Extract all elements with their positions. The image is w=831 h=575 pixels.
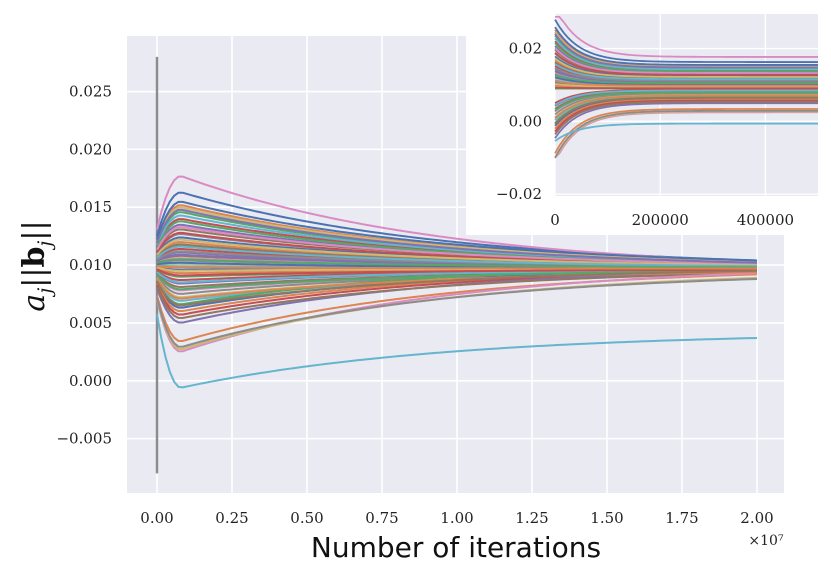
main-y-tick-labels: −0.005 0.000 0.005 0.010 0.015 0.020 0.025 bbox=[56, 83, 112, 448]
inset-series-line-s42 bbox=[554, 26, 818, 66]
inset-series-line-s1 bbox=[554, 19, 818, 63]
series-line-s36 bbox=[156, 272, 758, 319]
inset-series-line-s50 bbox=[554, 94, 818, 119]
inset-series-line-s60 bbox=[554, 80, 818, 87]
svg-text:aj||bj||: aj||bj|| bbox=[17, 220, 56, 311]
inset-series-line-s40 bbox=[554, 109, 818, 159]
x-tick-label: 0.00 bbox=[140, 509, 173, 527]
x-tick-label: 0.25 bbox=[215, 509, 248, 527]
series-line-s57 bbox=[156, 238, 758, 267]
main-series-lines bbox=[155, 56, 758, 474]
inset-x-tick-label: 200000 bbox=[632, 211, 689, 229]
x-tick-label: 1.75 bbox=[665, 509, 698, 527]
y-tick-label: 0.005 bbox=[69, 314, 112, 332]
inset-series-line-s47 bbox=[554, 82, 818, 88]
inset-series-line-s28 bbox=[554, 93, 818, 116]
main-x-tick-labels: 0.00 0.25 0.50 0.75 1.00 1.25 1.50 1.75 2.00 bbox=[140, 509, 773, 527]
series-line-s41 bbox=[156, 313, 758, 389]
series-line-s56 bbox=[156, 208, 758, 264]
inset-series-line-s59 bbox=[554, 73, 818, 85]
inset-x-tick-labels: 0 200000 400000 bbox=[550, 211, 794, 229]
x-axis-offset-label: ×10⁷ bbox=[748, 533, 784, 549]
inset-series-line-s51 bbox=[554, 66, 818, 82]
inset-series-line-s49 bbox=[554, 91, 818, 112]
series-line-s42 bbox=[156, 200, 758, 262]
inset-series-line-s43 bbox=[554, 42, 818, 73]
series-line-s9 bbox=[156, 206, 758, 263]
x-tick-label: 1.50 bbox=[590, 509, 623, 527]
inset-axes: 0 200000 400000 −0.02 0.00 0.02 bbox=[466, 0, 831, 235]
inset-series-line-s7 bbox=[555, 16, 818, 58]
inset-y-tick-label: 0.00 bbox=[509, 112, 542, 130]
y-tick-label: 0.025 bbox=[69, 83, 112, 101]
series-line-s59 bbox=[156, 258, 758, 269]
inset-y-tick-labels: −0.02 0.00 0.02 bbox=[496, 40, 542, 204]
inset-series-line-s32 bbox=[554, 98, 818, 130]
inset-series-lines bbox=[554, 16, 818, 159]
inset-series-line-s46 bbox=[554, 69, 818, 83]
x-tick-label: 1.00 bbox=[440, 509, 473, 527]
y-tick-label: 0.000 bbox=[69, 372, 112, 390]
inset-series-line-s44 bbox=[554, 51, 818, 76]
x-tick-label: 1.25 bbox=[515, 509, 548, 527]
inset-series-line-s58 bbox=[554, 63, 818, 81]
inset-y-tick-label: 0.02 bbox=[509, 40, 542, 58]
x-axis-label: Number of iterations bbox=[311, 531, 601, 564]
inset-x-tick-label: 0 bbox=[550, 211, 560, 229]
series-line-s55 bbox=[156, 269, 758, 307]
inset-series-line-s48 bbox=[554, 89, 818, 106]
inset-y-tick-label: −0.02 bbox=[496, 185, 542, 203]
x-tick-label: 0.75 bbox=[365, 509, 398, 527]
inset-series-line-s56 bbox=[554, 33, 818, 69]
y-tick-label: 0.010 bbox=[69, 256, 112, 274]
series-line-s60 bbox=[156, 265, 757, 270]
y-axis-label: aj||bj|| bbox=[17, 220, 56, 311]
series-line-s58 bbox=[156, 245, 758, 268]
inset-series-line-s41 bbox=[554, 122, 818, 142]
inset-series-line-s36 bbox=[554, 100, 818, 135]
inset-series-line-s34 bbox=[554, 99, 818, 133]
series-line-s40 bbox=[156, 277, 758, 348]
inset-x-tick-label: 400000 bbox=[737, 211, 794, 229]
inset-series-line-s57 bbox=[554, 57, 818, 78]
inset-series-line-s54 bbox=[554, 86, 818, 90]
inset-series-line-s52 bbox=[554, 47, 818, 74]
inset-series-line-s55 bbox=[554, 96, 818, 125]
inset-series-line-s10 bbox=[554, 37, 818, 71]
inset-series-line-s53 bbox=[554, 76, 818, 86]
y-tick-label: −0.005 bbox=[56, 430, 112, 448]
inset-series-line-s37 bbox=[554, 108, 818, 154]
y-tick-label: 0.020 bbox=[69, 140, 112, 158]
inset-series-line-s35 bbox=[554, 102, 818, 139]
x-tick-label: 2.00 bbox=[740, 509, 773, 527]
series-line-s52 bbox=[156, 226, 758, 265]
x-tick-label: 0.50 bbox=[290, 509, 323, 527]
y-tick-label: 0.015 bbox=[69, 198, 112, 216]
series-line-s54 bbox=[156, 268, 758, 277]
